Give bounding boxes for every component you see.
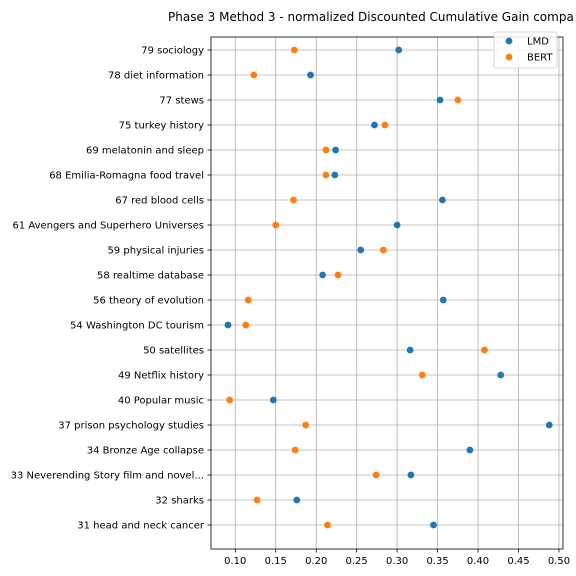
point-lmd — [395, 46, 403, 54]
point-lmd — [293, 496, 301, 504]
point-lmd — [319, 271, 327, 279]
x-tick-label: 0.50 — [548, 556, 570, 567]
y-tick-label: 69 melatonin and sleep — [86, 146, 204, 157]
x-tick-label: 0.20 — [305, 556, 327, 567]
y-tick-label: 78 diet information — [108, 71, 204, 82]
point-lmd — [466, 446, 474, 454]
y-tick-label: 33 Neverending Story film and novel... — [11, 471, 204, 482]
point-lmd — [497, 371, 505, 379]
point-lmd — [439, 296, 447, 304]
point-bert — [381, 121, 389, 129]
y-tick-label: 79 sociology — [141, 46, 204, 57]
point-bert — [291, 446, 299, 454]
y-tick-label: 34 Bronze Age collapse — [87, 446, 204, 457]
x-tick-label: 0.15 — [265, 556, 287, 567]
y-tick-label: 77 stews — [159, 96, 204, 107]
y-tick-label: 68 Emilia-Romagna food travel — [49, 171, 204, 182]
point-lmd — [224, 321, 232, 329]
point-lmd — [332, 146, 340, 154]
legend-marker-lmd — [505, 37, 513, 45]
y-tick-label: 54 Washington DC tourism — [70, 321, 204, 332]
data-points — [224, 46, 553, 529]
point-lmd — [307, 71, 314, 79]
point-bert — [253, 496, 261, 504]
point-lmd — [545, 421, 553, 429]
chart-title: Phase 3 Method 3 - normalized Discounted… — [168, 10, 574, 24]
point-bert — [226, 396, 234, 404]
y-tick-label: 61 Avengers and Superhero Universes — [12, 221, 204, 232]
x-tick-label: 0.25 — [346, 556, 368, 567]
point-lmd — [407, 471, 415, 479]
point-bert — [454, 96, 462, 104]
point-bert — [272, 221, 280, 229]
y-tick-label: 56 theory of evolution — [93, 296, 204, 307]
x-tick-label: 0.45 — [507, 556, 529, 567]
point-lmd — [269, 396, 277, 404]
point-lmd — [430, 521, 437, 529]
point-lmd — [406, 346, 414, 354]
plot-frame — [210, 36, 564, 550]
point-lmd — [393, 221, 401, 229]
point-lmd — [439, 196, 446, 204]
y-tick-label: 37 prison psychology studies — [58, 421, 204, 432]
point-bert — [481, 346, 488, 354]
point-bert — [244, 296, 252, 304]
point-bert — [250, 71, 258, 79]
axes: 0.10 0.15 0.20 0.25 0.30 0.35 0.40 0.45 0.50 79 s… — [11, 36, 570, 567]
point-bert — [379, 246, 387, 254]
y-tick-label: 67 red blood cells — [115, 196, 204, 207]
point-bert — [290, 196, 297, 204]
point-lmd — [331, 171, 339, 179]
point-lmd — [436, 96, 444, 104]
legend-marker-bert — [505, 53, 513, 61]
grid — [211, 37, 563, 549]
y-tick-label: 31 head and neck cancer — [77, 521, 205, 532]
point-bert — [322, 146, 330, 154]
legend-label-bert: BERT — [527, 53, 553, 64]
legend-label-lmd: LMD — [527, 37, 549, 48]
point-bert — [322, 171, 330, 179]
point-bert — [324, 521, 331, 529]
y-tick-label: 40 Popular music — [118, 396, 204, 407]
x-tick-label: 0.40 — [467, 556, 489, 567]
legend: LMD BERT — [493, 31, 558, 69]
y-tick-label: 75 turkey history — [119, 121, 204, 132]
y-tick-label: 59 physical injuries — [107, 246, 204, 257]
y-tick-label: 32 sharks — [155, 496, 204, 507]
point-bert — [302, 421, 310, 429]
point-bert — [418, 371, 426, 379]
point-bert — [334, 271, 342, 279]
point-bert — [372, 471, 380, 479]
x-tick-label: 0.10 — [224, 556, 246, 567]
y-tick-label: 58 realtime database — [97, 271, 204, 282]
point-bert — [290, 46, 298, 54]
x-tick-label: 0.35 — [426, 556, 448, 567]
x-tick-label: 0.30 — [386, 556, 408, 567]
y-tick-label: 50 satellites — [143, 346, 204, 357]
point-lmd — [371, 121, 378, 129]
y-tick-label: 49 Netflix history — [118, 371, 204, 382]
point-bert — [242, 321, 250, 329]
point-lmd — [357, 246, 365, 254]
